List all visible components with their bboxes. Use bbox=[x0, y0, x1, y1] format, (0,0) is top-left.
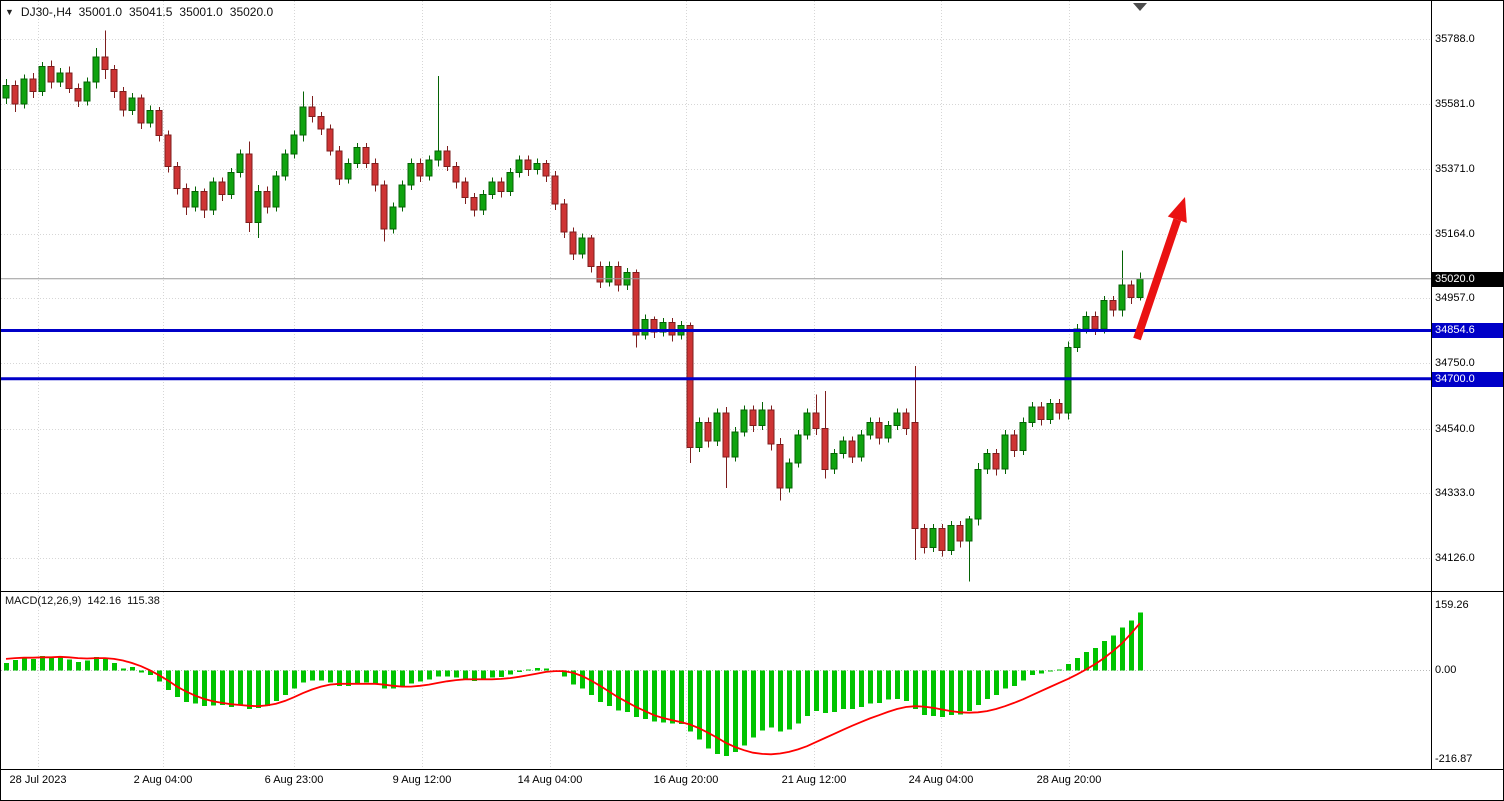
time-axis-label: 6 Aug 23:00 bbox=[264, 774, 324, 786]
macd-histogram bbox=[4, 612, 1143, 756]
macd-axis-label: -216.87 bbox=[1435, 753, 1473, 765]
time-axis-label: 28 Aug 20:00 bbox=[1036, 774, 1102, 786]
price-grid bbox=[1, 1, 1431, 591]
symbol-period-label: DJ30-,H4 bbox=[20, 5, 72, 19]
price-axis-label: 35788.0 bbox=[1435, 33, 1475, 45]
time-axis[interactable]: 28 Jul 2023 2 Aug 04:00 6 Aug 23:00 9 Aug 1… bbox=[1, 770, 1431, 800]
macd-name: MACD(12,26,9) bbox=[5, 595, 82, 607]
price-axis-label: 34750.0 bbox=[1435, 357, 1475, 369]
time-axis-label: 24 Aug 04:00 bbox=[908, 774, 974, 786]
macd-signal-line bbox=[5, 622, 1141, 756]
price-axis-label: 34333.0 bbox=[1435, 487, 1475, 499]
price-axis-label: 35164.0 bbox=[1435, 228, 1475, 240]
time-axis-label: 16 Aug 20:00 bbox=[653, 774, 719, 786]
trend-arrow[interactable] bbox=[1133, 197, 1187, 341]
macd-main-value: 142.16 bbox=[87, 595, 122, 607]
price-chart-area[interactable]: ▼ DJ30-,H4 35001.0 35041.5 35001.0 35020… bbox=[1, 1, 1431, 591]
price-axis-separator bbox=[1431, 1, 1432, 769]
time-axis-label: 14 Aug 04:00 bbox=[517, 774, 583, 786]
time-axis-label: 9 Aug 12:00 bbox=[392, 774, 452, 786]
price-axis-label: 35581.0 bbox=[1435, 98, 1475, 110]
chart-shift-marker-icon[interactable] bbox=[1133, 3, 1147, 11]
close-value: 35020.0 bbox=[229, 5, 274, 19]
macd-indicator-label: MACD(12,26,9) 142.16 115.38 bbox=[5, 595, 160, 607]
high-value: 35041.5 bbox=[129, 5, 173, 19]
price-axis-label: 34957.0 bbox=[1435, 292, 1475, 304]
price-axis-label: 34540.0 bbox=[1435, 423, 1475, 435]
macd-axis-label: 159.26 bbox=[1435, 599, 1469, 611]
time-axis-label: 21 Aug 12:00 bbox=[781, 774, 847, 786]
level-price-badge: 34854.6 bbox=[1432, 323, 1503, 338]
panel-resize-separator[interactable] bbox=[1, 591, 1503, 592]
macd-indicator-panel[interactable]: MACD(12,26,9) 142.16 115.38 bbox=[1, 592, 1431, 769]
low-value: 35001.0 bbox=[179, 5, 223, 19]
price-axis-label: 34126.0 bbox=[1435, 552, 1475, 564]
time-axis-label: 2 Aug 04:00 bbox=[133, 774, 193, 786]
price-axis[interactable]: 35788.0 35581.0 35371.0 35164.0 35020.0 34957… bbox=[1432, 1, 1503, 769]
macd-axis-label: 0.00 bbox=[1435, 664, 1457, 676]
candlesticks bbox=[2, 30, 1144, 582]
collapse-triangle-icon[interactable]: ▼ bbox=[5, 7, 14, 17]
level-price-badge: 34700.0 bbox=[1432, 372, 1503, 387]
time-axis-label: 28 Jul 2023 bbox=[9, 774, 67, 786]
symbol-ohlc-header: ▼ DJ30-,H4 35001.0 35041.5 35001.0 35020… bbox=[5, 5, 273, 19]
macd-svg bbox=[1, 592, 1431, 769]
macd-signal-value: 115.38 bbox=[127, 595, 160, 607]
current-price-badge: 35020.0 bbox=[1432, 272, 1503, 287]
open-value: 35001.0 bbox=[78, 5, 122, 19]
price-chart-svg bbox=[1, 1, 1431, 591]
price-axis-label: 35371.0 bbox=[1435, 163, 1475, 175]
time-axis-separator bbox=[1, 769, 1503, 770]
